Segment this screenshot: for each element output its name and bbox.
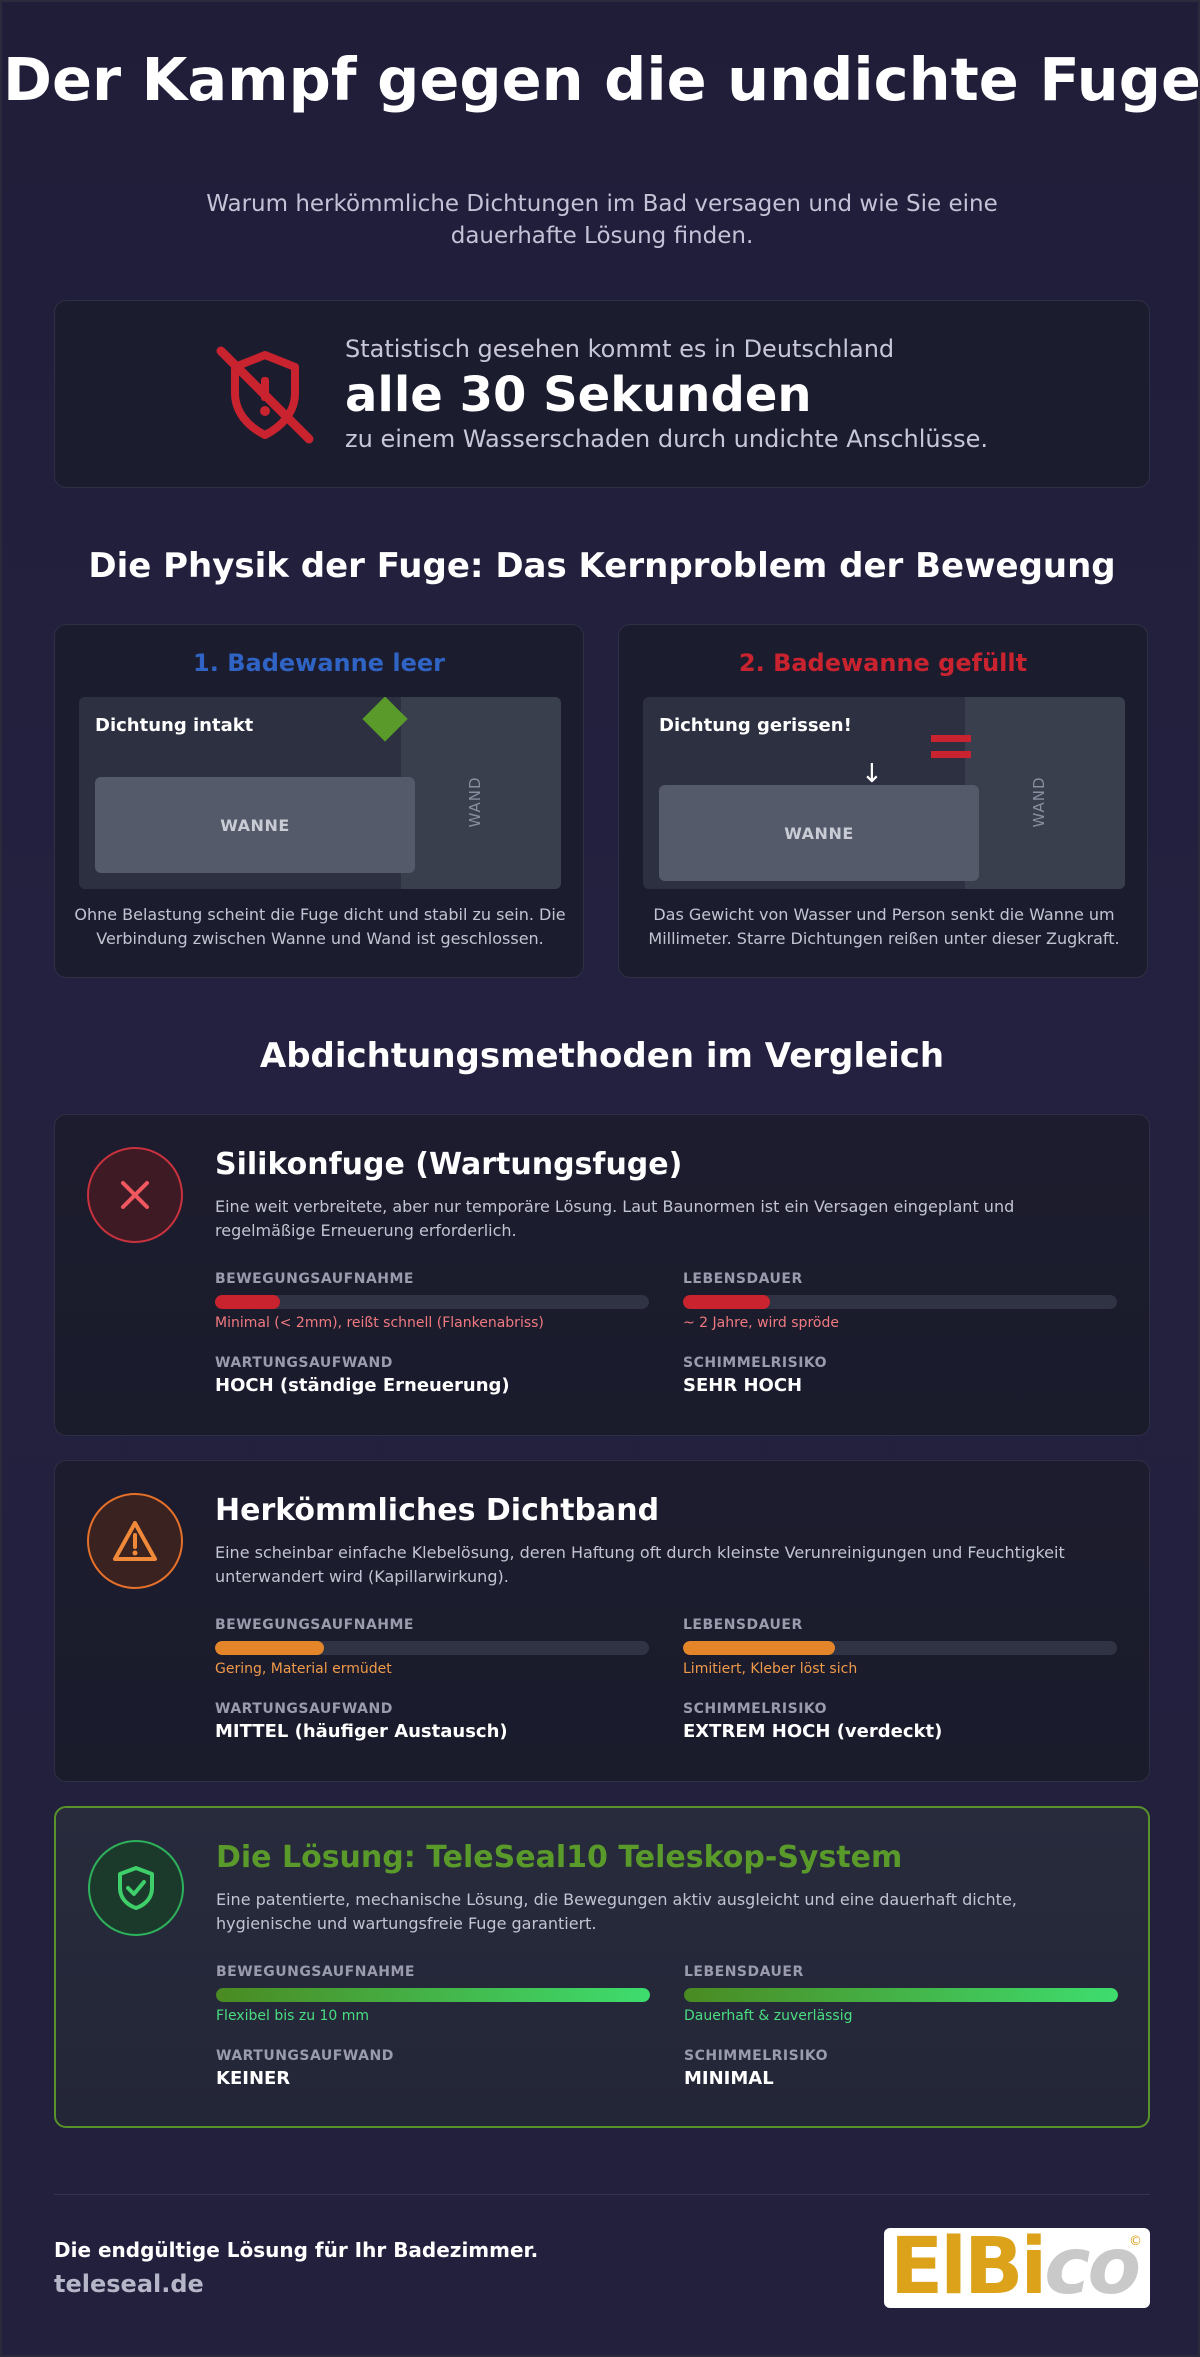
metric-value: MITTEL (häufiger Austausch) — [215, 1721, 508, 1742]
metric-lifespan: LEBENSDAUER ~ 2 Jahre, wird spröde — [683, 1271, 1117, 1331]
method-title: Die Lösung: TeleSeal10 Teleskop-System — [216, 1840, 903, 1875]
page-subtitle: Warum herkömmliche Dichtungen im Bad ver… — [206, 191, 998, 249]
seal-intact-icon — [362, 697, 408, 742]
tub-diagram: WAND Dichtung intakt WANNE — [79, 697, 561, 889]
physics-heading: Die Physik der Fuge: Das Kernproblem der… — [88, 546, 1116, 586]
method-desc: Eine weit verbreitete, aber nur temporär… — [215, 1197, 1015, 1240]
metric-maintenance: WARTUNGSAUFWAND MITTEL (häufiger Austaus… — [215, 1701, 649, 1742]
bar-fill — [684, 1988, 1118, 2002]
wall-label: WAND — [1030, 776, 1048, 828]
tub: WANNE — [659, 785, 979, 881]
metric-label: LEBENSDAUER — [684, 1964, 804, 1980]
bar-fill — [683, 1295, 770, 1309]
metric-note: Flexibel bis zu 10 mm — [216, 2008, 370, 2024]
tub-diagram: WAND Dichtung gerissen! ↓ WANNE — [643, 697, 1125, 889]
stat-intro: Statistisch gesehen kommt es in Deutschl… — [345, 335, 895, 363]
method-title: Silikonfuge (Wartungsfuge) — [215, 1147, 683, 1182]
metric-mold: SCHIMMELRISIKO EXTREM HOCH (verdeckt) — [683, 1701, 1117, 1742]
bar-fill — [215, 1641, 324, 1655]
metric-label: BEWEGUNGSAUFNAHME — [216, 1964, 415, 1980]
metric-label: WARTUNGSAUFWAND — [215, 1355, 393, 1371]
metric-mold: SCHIMMELRISIKO SEHR HOCH — [683, 1355, 1117, 1396]
metric-label: SCHIMMELRISIKO — [684, 2048, 829, 2064]
metric-value: HOCH (ständige Erneuerung) — [215, 1375, 510, 1396]
metric-label: LEBENSDAUER — [683, 1617, 803, 1633]
footer-divider — [54, 2194, 1150, 2195]
stat-outro: zu einem Wasserschaden durch undichte An… — [345, 425, 989, 453]
physics-card-title: 1. Badewanne leer — [193, 649, 445, 677]
metric-note: ~ 2 Jahre, wird spröde — [683, 1315, 839, 1331]
metric-value: KEINER — [216, 2068, 291, 2089]
metric-label: WARTUNGSAUFWAND — [215, 1701, 393, 1717]
stat-highlight: alle 30 Sekunden — [345, 367, 812, 423]
metric-maintenance: WARTUNGSAUFWAND HOCH (ständige Erneuerun… — [215, 1355, 649, 1396]
progress-bar — [684, 1988, 1118, 2002]
metric-value: EXTREM HOCH (verdeckt) — [683, 1721, 943, 1742]
shield-check-icon — [88, 1840, 184, 1936]
down-arrow-icon: ↓ — [861, 759, 883, 789]
metric-mold: SCHIMMELRISIKO MINIMAL — [684, 2048, 1118, 2089]
metric-lifespan: LEBENSDAUER Limitiert, Kleber löst sich — [683, 1617, 1117, 1677]
bar-fill — [683, 1641, 835, 1655]
metric-movement: BEWEGUNGSAUFNAHME Gering, Material ermüd… — [215, 1617, 649, 1677]
metric-label: BEWEGUNGSAUFNAHME — [215, 1271, 414, 1287]
warning-icon — [87, 1493, 183, 1589]
metric-note: Dauerhaft & zuverlässig — [684, 2008, 853, 2024]
bar-fill — [216, 1988, 650, 2002]
metric-movement: BEWEGUNGSAUFNAHME Flexibel bis zu 10 mm — [216, 1964, 650, 2024]
method-desc: Eine patentierte, mechanische Lösung, di… — [216, 1890, 1017, 1933]
progress-bar — [215, 1641, 649, 1655]
method-desc: Eine scheinbar einfache Klebelösung, der… — [215, 1543, 1065, 1586]
wall — [965, 697, 1125, 889]
method-card-solution: Die Lösung: TeleSeal10 Teleskop-System E… — [54, 1806, 1150, 2128]
progress-bar — [683, 1641, 1117, 1655]
progress-bar — [215, 1295, 649, 1309]
physics-card-desc: Ohne Belastung scheint die Fuge dicht un… — [74, 905, 566, 948]
page-title: Der Kampf gegen die undichte Fuge — [3, 45, 1198, 114]
physics-card-title: 2. Badewanne gefüllt — [738, 649, 1028, 677]
shield-off-icon — [216, 346, 314, 444]
bar-fill — [215, 1295, 281, 1309]
seal-status-label: Dichtung intakt — [95, 715, 254, 736]
tub: WANNE — [95, 777, 415, 873]
metric-label: BEWEGUNGSAUFNAHME — [215, 1617, 414, 1633]
metric-label: SCHIMMELRISIKO — [683, 1701, 828, 1717]
seal-status-label: Dichtung gerissen! — [659, 715, 852, 736]
wall-label: WAND — [466, 776, 484, 828]
comparison-heading: Abdichtungsmethoden im Vergleich — [259, 1036, 945, 1076]
physics-card-desc: Das Gewicht von Wasser und Person senkt … — [648, 905, 1120, 948]
progress-bar — [216, 1988, 650, 2002]
metric-lifespan: LEBENSDAUER Dauerhaft & zuverlässig — [684, 1964, 1118, 2024]
seal-broken-icon — [931, 735, 971, 758]
method-card-silicone: Silikonfuge (Wartungsfuge) Eine weit ver… — [54, 1114, 1150, 1436]
physics-card-empty: 1. Badewanne leer WAND Dichtung intakt W… — [54, 624, 584, 978]
stat-card: Statistisch gesehen kommt es in Deutschl… — [54, 300, 1150, 488]
method-title: Herkömmliches Dichtband — [215, 1493, 660, 1528]
metric-value: SEHR HOCH — [683, 1375, 803, 1396]
metric-maintenance: WARTUNGSAUFWAND KEINER — [216, 2048, 650, 2089]
metric-label: WARTUNGSAUFWAND — [216, 2048, 394, 2064]
logo-wordmark: ElBico — [890, 2228, 1141, 2308]
progress-bar — [683, 1295, 1117, 1309]
metric-value: MINIMAL — [684, 2068, 774, 2089]
method-card-tape: Herkömmliches Dichtband Eine scheinbar e… — [54, 1460, 1150, 1782]
metric-label: SCHIMMELRISIKO — [683, 1355, 828, 1371]
metric-label: LEBENSDAUER — [683, 1271, 803, 1287]
logo-copyright-mark: © — [1129, 2234, 1142, 2249]
footer-link[interactable]: teleseal.de — [54, 2270, 204, 2298]
x-icon — [87, 1147, 183, 1243]
physics-card-filled: 2. Badewanne gefüllt WAND Dichtung geris… — [618, 624, 1148, 978]
metric-note: Limitiert, Kleber löst sich — [683, 1661, 858, 1677]
footer-tagline: Die endgültige Lösung für Ihr Badezimmer… — [54, 2238, 539, 2262]
wall — [401, 697, 561, 889]
brand-logo: ElBico © — [884, 2228, 1150, 2308]
metric-movement: BEWEGUNGSAUFNAHME Minimal (< 2mm), reißt… — [215, 1271, 649, 1331]
metric-note: Minimal (< 2mm), reißt schnell (Flankena… — [215, 1315, 544, 1331]
metric-note: Gering, Material ermüdet — [215, 1661, 392, 1677]
